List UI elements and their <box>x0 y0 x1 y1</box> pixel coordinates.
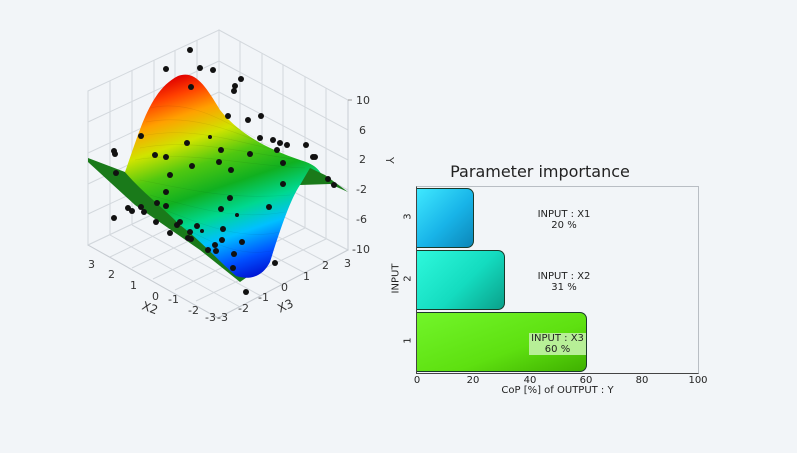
y-axis-label: Y <box>383 156 396 164</box>
x-tick: 80 <box>635 375 649 386</box>
bar-input-x2[interactable] <box>417 250 505 310</box>
y-tick: 2 <box>359 153 366 166</box>
svg-text:-1: -1 <box>168 293 179 306</box>
x-tick: 0 <box>413 375 421 386</box>
svg-text:0: 0 <box>281 281 288 294</box>
y-axis-label: INPUT <box>390 263 402 294</box>
svg-text:2: 2 <box>322 259 329 272</box>
svg-text:0: 0 <box>152 290 159 303</box>
bar-label-x3: INPUT : X3 60 % <box>529 333 586 355</box>
x-axis-label: CoP [%] of OUTPUT : Y <box>501 385 614 396</box>
svg-text:-2: -2 <box>188 304 199 317</box>
svg-text:3: 3 <box>88 258 95 271</box>
y-tick-3: 3 <box>402 213 414 220</box>
sample-points <box>111 47 337 295</box>
y-tick-2: 2 <box>402 275 414 282</box>
bar-input-x1[interactable] <box>417 188 474 248</box>
plot-area: INPUT : X1 20 % INPUT : X2 31 % INPUT : X3… <box>416 186 699 374</box>
svg-text:1: 1 <box>130 279 137 292</box>
svg-text:3: 3 <box>344 257 351 270</box>
svg-text:-1: -1 <box>258 291 269 304</box>
y-tick: -6 <box>356 213 367 226</box>
response-surface-3d-plot[interactable]: 10 6 2 -2 -6 -10 Y 3 2 1 0 -1 -2 -3 X2 -… <box>0 0 400 449</box>
y-axis: 10 6 2 -2 -6 -10 Y <box>348 94 396 256</box>
svg-text:1: 1 <box>303 270 310 283</box>
y-tick: 6 <box>359 124 366 137</box>
svg-text:-3: -3 <box>205 311 216 324</box>
svg-text:2: 2 <box>108 268 115 281</box>
svg-text:-3: -3 <box>217 311 228 324</box>
chart-title: Parameter importance <box>450 162 630 181</box>
x3-axis-label: X3 <box>275 296 295 315</box>
response-surface <box>125 74 325 278</box>
svg-text:-2: -2 <box>238 302 249 315</box>
x-tick: 20 <box>466 375 480 386</box>
x2-axis: 3 2 1 0 -1 -2 -3 X2 <box>88 258 216 324</box>
x-tick: 100 <box>688 375 708 386</box>
parameter-importance-chart: Parameter importance INPUT : X1 20 % INPU… <box>385 155 715 405</box>
x2-axis-label: X2 <box>140 299 160 318</box>
y-tick: 10 <box>356 94 370 107</box>
x3-axis: -3 -2 -1 0 1 2 3 X3 <box>217 257 351 324</box>
bar-label-x1: INPUT : X1 20 % <box>537 209 591 231</box>
y-tick-1: 1 <box>402 337 414 344</box>
y-tick: -10 <box>352 243 370 256</box>
bar-label-x2: INPUT : X2 31 % <box>537 271 591 293</box>
x-tick: 40 <box>523 375 537 386</box>
y-tick: -2 <box>356 183 367 196</box>
x-tick: 60 <box>579 375 593 386</box>
